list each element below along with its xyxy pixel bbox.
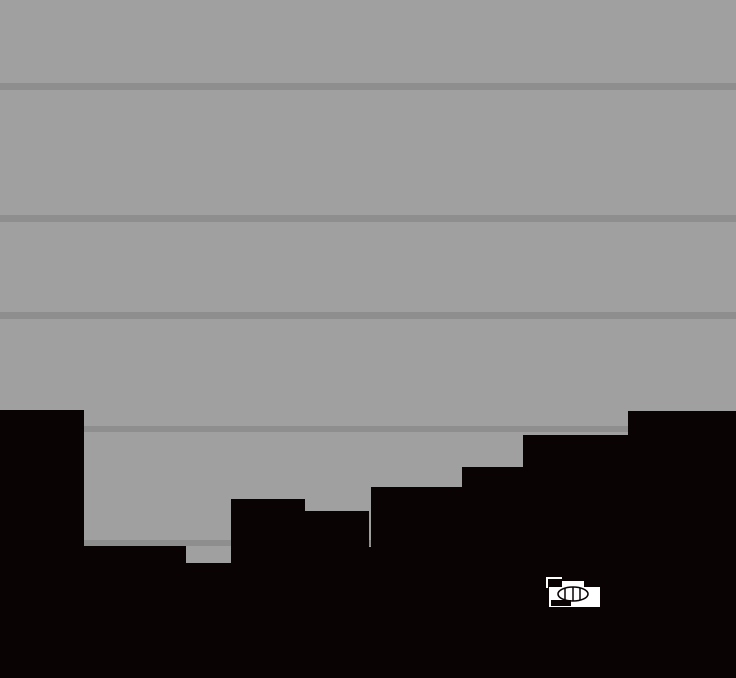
tank-sprite-icon — [546, 577, 600, 607]
background-stripe — [0, 215, 736, 222]
terrain-block — [305, 511, 369, 678]
terrain-block — [369, 547, 371, 678]
terrain-block — [371, 487, 462, 678]
background-stripe — [0, 312, 736, 319]
background-stripe — [0, 83, 736, 90]
terrain-block — [186, 563, 231, 678]
terrain-block — [0, 410, 84, 678]
terrain-block — [231, 499, 305, 678]
terrain-block — [462, 467, 523, 678]
terrain-block — [523, 435, 628, 678]
terrain-block — [628, 411, 736, 678]
background-stripe — [0, 426, 736, 432]
terrain-block — [84, 546, 186, 678]
